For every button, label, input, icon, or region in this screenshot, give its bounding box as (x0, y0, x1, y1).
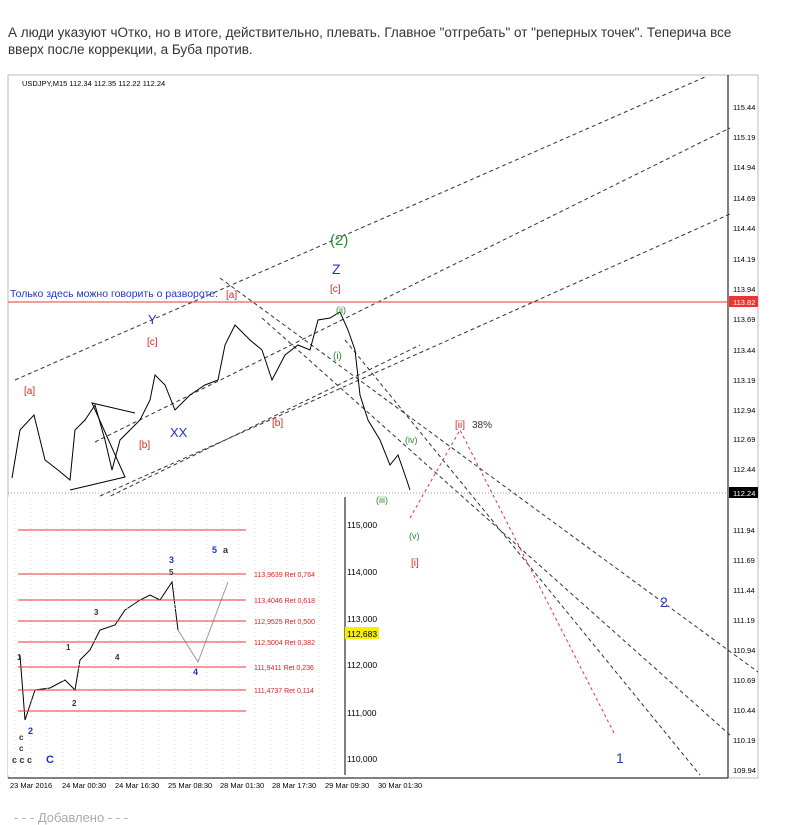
inset-wave-label: c (19, 744, 24, 753)
inset-price-label: 114,000 (347, 567, 377, 577)
wave-label: Y (148, 312, 157, 327)
price-label: 111.19 (733, 616, 755, 625)
wave-label: [b] (139, 440, 150, 451)
wave-label: 38% (472, 420, 492, 431)
wave-label: [c] (330, 284, 341, 295)
price-label: 113.19 (733, 376, 755, 385)
level-tag (729, 487, 758, 498)
price-label: 113.44 (733, 346, 755, 355)
price-label: 114.44 (733, 224, 755, 233)
post-footer: - - - Добавлено - - - (14, 810, 129, 825)
inset-price-label: 111,000 (347, 708, 377, 718)
inset-projection (177, 581, 229, 664)
fib-label: 112,9525 Ret 0,500 (254, 619, 315, 626)
wave-label: (2) (330, 232, 348, 249)
time-label: 24 Mar 16:30 (115, 781, 159, 790)
price-label: 109.94 (733, 766, 756, 775)
note: Только здесь можно говорить о развороте. (10, 288, 218, 300)
fib-label: 112,5004 Ret 0,382 (254, 640, 315, 647)
inset (8, 497, 378, 775)
fib-label: 111,9411 Ret 0,236 (254, 665, 314, 672)
inset-price-label: 112,000 (347, 660, 377, 670)
wave-label: [ii] (455, 420, 465, 431)
time-label: 25 Mar 08:30 (168, 781, 212, 790)
price-label: 110.19 (733, 736, 755, 745)
wave-label: 2 (660, 594, 668, 610)
price-label: 112.44 (733, 465, 755, 474)
price-label: 111.44 (733, 586, 755, 595)
fib-label: 113,4046 Ret 0,618 (254, 598, 315, 605)
price-label: 110.69 (733, 676, 755, 685)
wave-label: 1 (616, 750, 624, 766)
inset-wave-label: 3 (169, 555, 174, 565)
channels (9, 76, 759, 776)
inset-price-label: 115,000 (347, 520, 377, 530)
chart-header: USDJPY,M15 112.34 112.35 112.22 112.24 (22, 79, 165, 88)
inset-wave-label: 3 (94, 608, 99, 617)
inset-wave-label: a (223, 545, 229, 555)
fib-label: 111,4737 Ret 0,114 (254, 688, 314, 695)
inset-wave-label: 4 (115, 653, 120, 662)
time-label: 29 Mar 09:30 (325, 781, 369, 790)
time-label: 24 Mar 00:30 (62, 781, 106, 790)
triangle (69, 402, 136, 491)
wave-label: (iii) (376, 495, 388, 505)
inset-wave-label: 2 (72, 699, 77, 708)
inset-wave-label: c (19, 733, 24, 742)
price-label: 113.69 (733, 315, 755, 324)
wave-label: XX (170, 425, 188, 440)
level-tag-label: 112.24 (733, 489, 755, 498)
level-tag (729, 296, 758, 307)
wave-label: [a] (24, 386, 35, 397)
price-label: 115.19 (733, 133, 755, 142)
level-tag-label: 113.82 (733, 298, 755, 307)
price-path (11, 311, 411, 491)
wave-label: [b] (272, 418, 283, 429)
wave-label: (v) (409, 531, 420, 541)
price-label: 113.94 (733, 285, 755, 294)
price-label: 110.94 (733, 646, 755, 655)
wave-label: [a] (226, 290, 237, 301)
wave-label: (iv) (405, 435, 418, 445)
price-label: 111.94 (733, 526, 755, 535)
price-label: 115.44 (733, 103, 755, 112)
inset-wave-label: 1 (17, 653, 22, 662)
inset-wave-label: 2 (28, 726, 33, 736)
price-label: 112.69 (733, 435, 755, 444)
time-label: 28 Mar 17:30 (272, 781, 316, 790)
inset-wave-label: c c c (12, 755, 32, 765)
wave-label: [c] (147, 337, 158, 348)
time-label: 30 Mar 01:30 (378, 781, 422, 790)
price-label: 114.19 (733, 255, 755, 264)
inset-wave-label: 5 (169, 568, 174, 577)
wave-label: [i] (411, 558, 419, 569)
inset-wave-label: C (46, 754, 54, 766)
inset-price-label: 113,000 (347, 614, 377, 624)
fib-label: 113,9639 Ret 0,764 (254, 572, 315, 579)
inset-wave-label: 1 (66, 643, 71, 652)
inset-wave-label: 4 (193, 667, 198, 677)
price-label: 110.44 (733, 706, 755, 715)
price-label: 112.94 (733, 406, 755, 415)
time-label: 28 Mar 01:30 (220, 781, 264, 790)
inset-wave-label: 5 (212, 545, 217, 555)
wave-label: Z (332, 261, 341, 277)
wave-label: (ii) (336, 305, 346, 315)
post-text: А люди указуют чОтко, но в итоге, действ… (8, 25, 732, 57)
price-label: 114.94 (733, 163, 755, 172)
current-tag (345, 627, 379, 639)
inset-price-label: 110,000 (347, 754, 377, 764)
wave-label: (i) (333, 351, 342, 362)
time-label: 23 Mar 2016 (10, 781, 52, 790)
price-label: 114.69 (733, 194, 755, 203)
price-label: 111.69 (733, 556, 755, 565)
current-label: 112,683 (347, 629, 377, 639)
